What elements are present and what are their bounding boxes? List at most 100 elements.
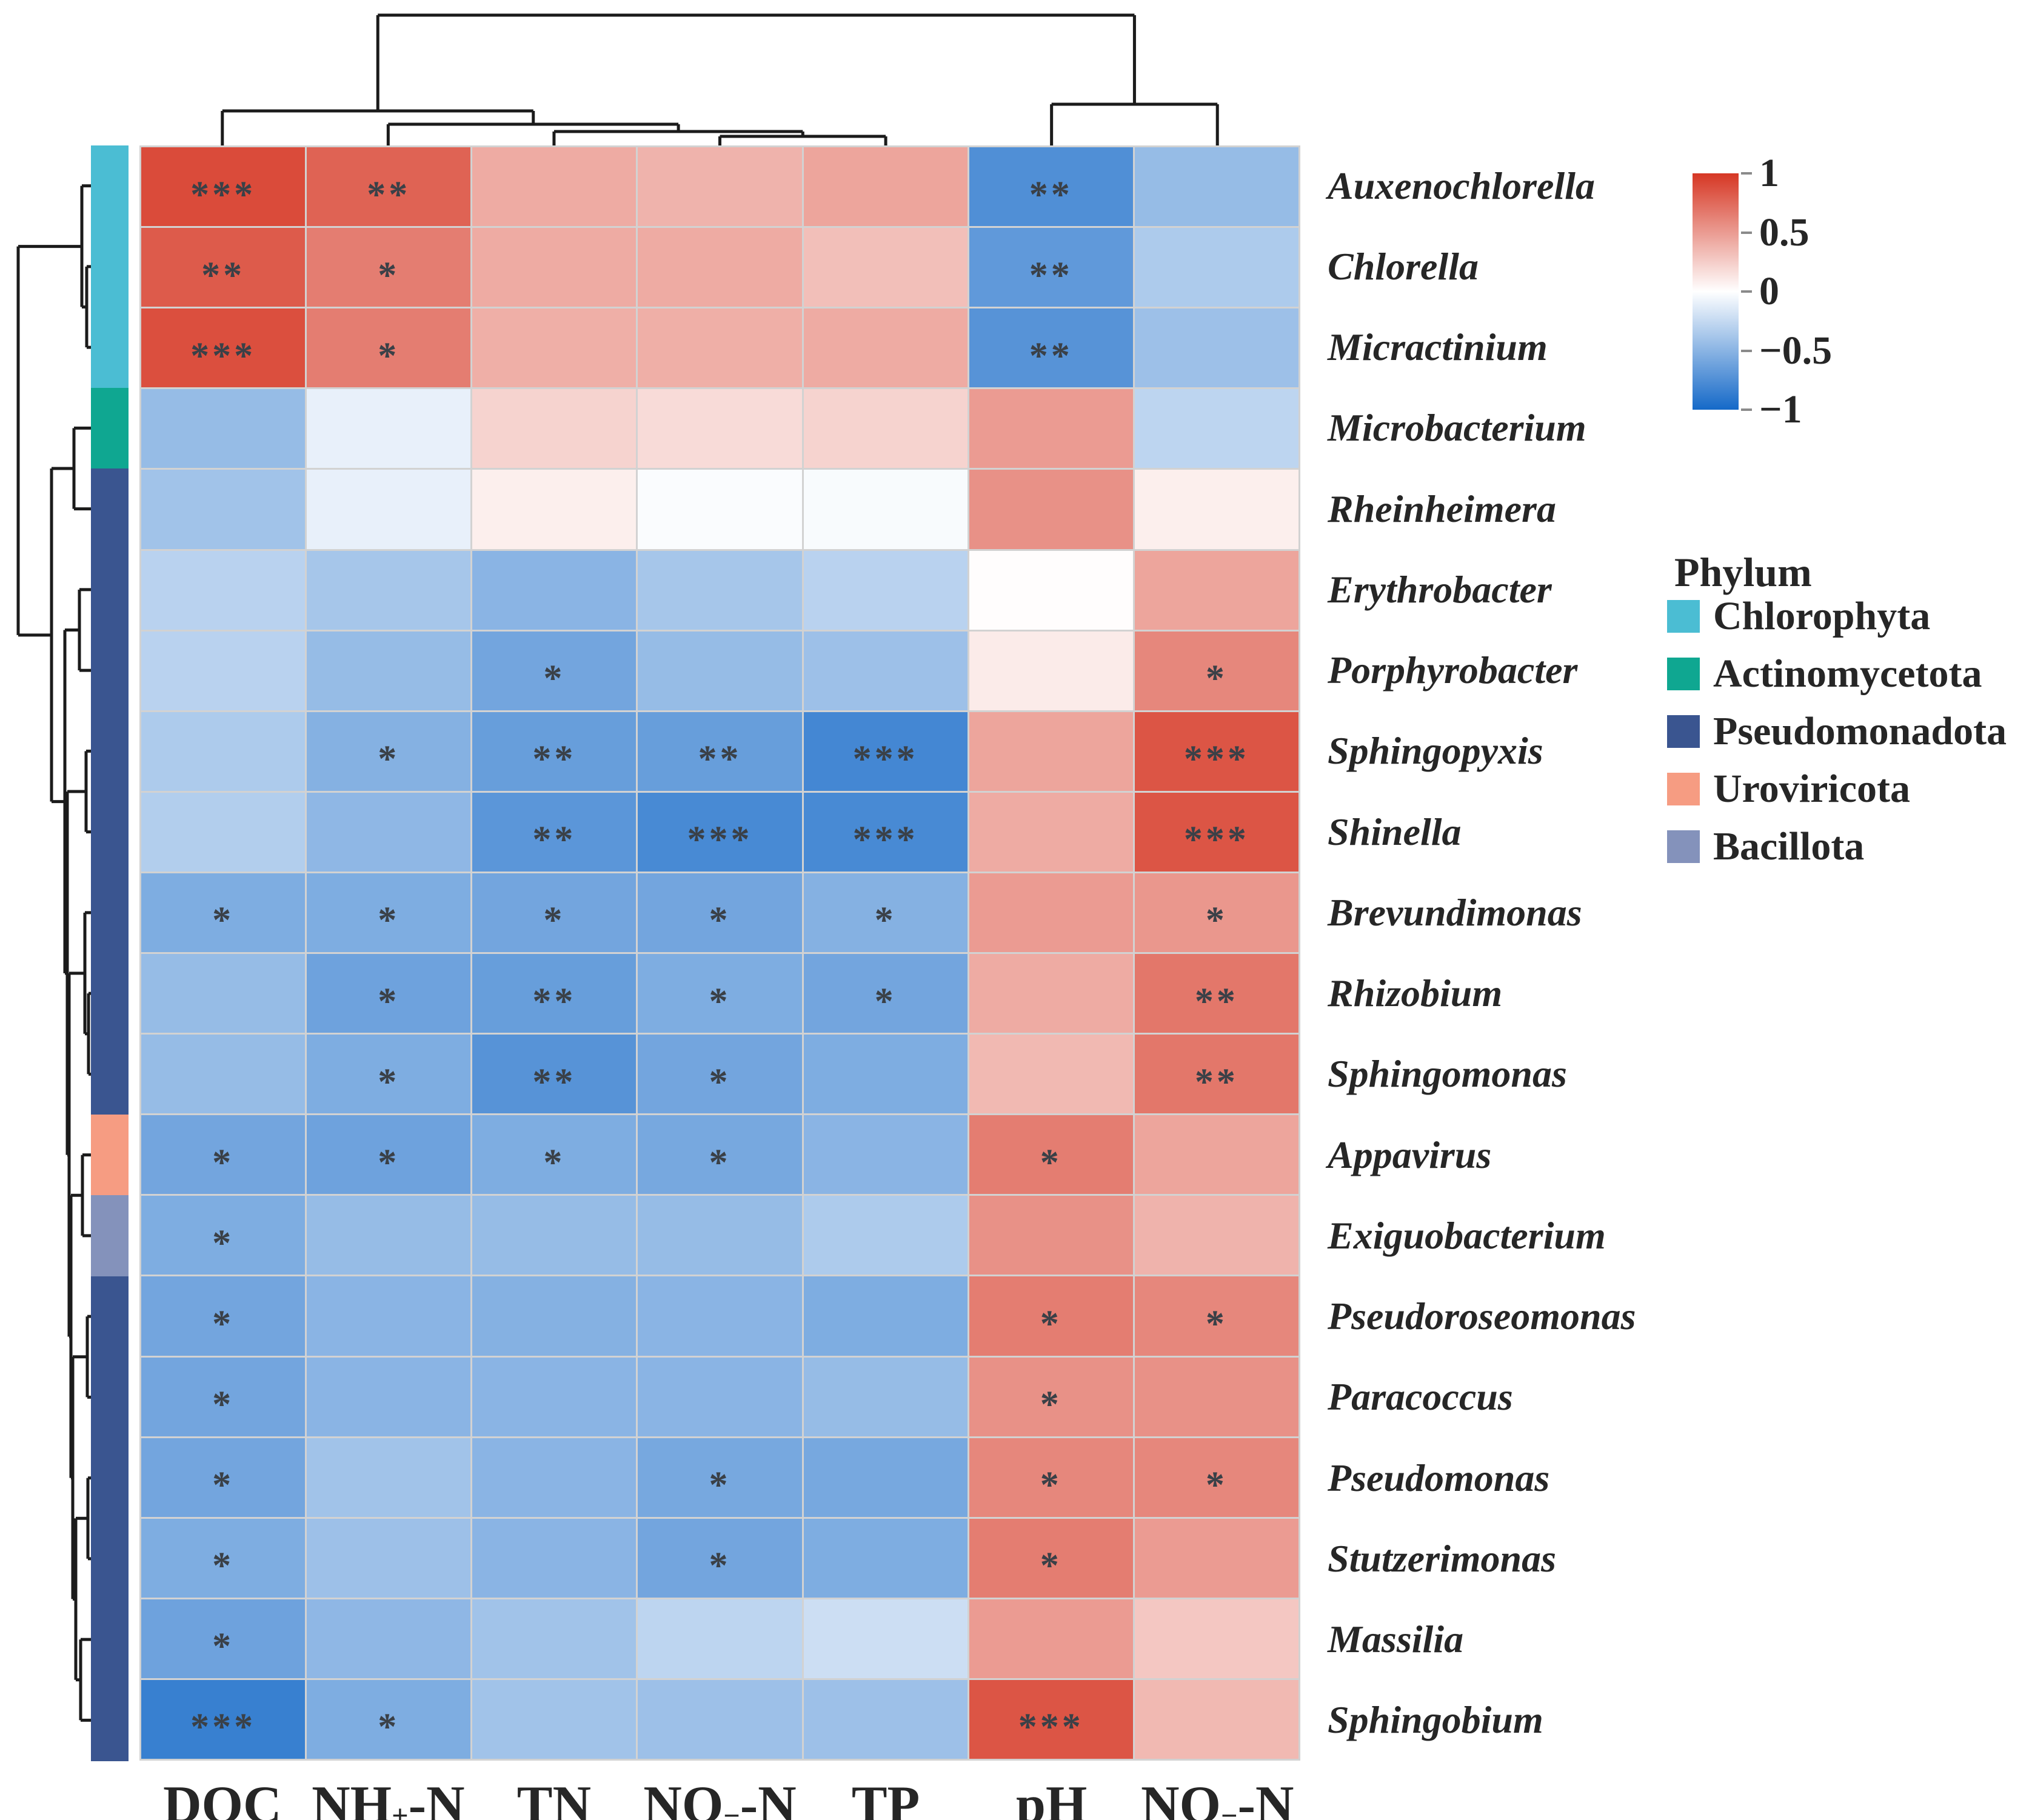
heatmap-cell [1134, 389, 1298, 468]
heatmap-cell: * [307, 1035, 471, 1114]
heatmap-cell: *** [141, 147, 306, 227]
colorbar-tick-label: 0.5 [1759, 210, 1810, 255]
heatmap-cell [1134, 1196, 1298, 1275]
significance-stars: *** [190, 1707, 256, 1748]
heatmap-cell: * [803, 954, 968, 1033]
heatmap-cell: * [307, 1115, 471, 1195]
heatmap-cell: *** [803, 792, 968, 872]
colorbar-tick-label: −1 [1759, 387, 1802, 432]
heatmap-cell [141, 550, 306, 630]
heatmap-cell [969, 873, 1133, 952]
significance-stars: * [874, 981, 897, 1022]
heatmap-cell: * [307, 308, 471, 388]
column-label: NO−2-N [1140, 1776, 1294, 1820]
heatmap-cell: ** [1134, 1035, 1298, 1114]
significance-stars: * [212, 1545, 235, 1587]
heatmap-cell [472, 1679, 637, 1759]
heatmap-cell: * [1134, 1276, 1298, 1356]
heatmap-cell: * [307, 712, 471, 791]
column-label: TN [516, 1776, 592, 1820]
heatmap-cell: *** [141, 1679, 306, 1759]
heatmap-cell: *** [1134, 792, 1298, 872]
row-label: Chlorella [1328, 244, 1479, 288]
significance-stars: * [378, 1142, 400, 1184]
heatmap-cell [472, 147, 637, 227]
significance-stars: * [543, 900, 566, 942]
row-label: Paracoccus [1328, 1375, 1513, 1419]
row-label: Porphyrobacter [1328, 648, 1578, 692]
legend-item-label: Pseudomonadota [1713, 709, 2007, 753]
phylum-strip-segment [91, 1679, 129, 1761]
heatmap-cell [1134, 1679, 1298, 1759]
heatmap-cell [141, 954, 306, 1033]
heatmap-cell [803, 308, 968, 388]
significance-stars: * [212, 900, 235, 942]
phylum-strip-segment [91, 1033, 129, 1115]
legend-swatch [1667, 658, 1700, 690]
heatmap-cell: *** [141, 308, 306, 388]
heatmap-cell [638, 1276, 802, 1356]
column-label: DOC [163, 1776, 282, 1820]
heatmap-cell [969, 631, 1133, 710]
significance-stars: *** [190, 335, 256, 377]
significance-stars: ** [532, 819, 577, 861]
row-label: Pseudomonas [1328, 1456, 1550, 1499]
significance-stars: * [378, 1061, 400, 1103]
heatmap-cell [803, 631, 968, 710]
heatmap-cell: * [638, 1518, 802, 1598]
row-label: Exiguobacterium [1328, 1213, 1606, 1257]
legend-swatch [1667, 773, 1700, 805]
heatmap-cell: ** [472, 954, 637, 1033]
significance-stars: * [378, 335, 400, 377]
heatmap-cell [472, 470, 637, 549]
heatmap-cell [472, 550, 637, 630]
row-label: Shinella [1328, 810, 1462, 853]
row-label: Stutzerimonas [1328, 1536, 1557, 1580]
colorbar-tick [1741, 349, 1752, 352]
significance-stars: ** [532, 981, 577, 1022]
phylum-strip-segment [91, 468, 129, 550]
colorbar-tick [1741, 172, 1752, 175]
heatmap-cell [638, 1196, 802, 1275]
heatmap-cell [307, 1518, 471, 1598]
heatmap-cell: * [803, 873, 968, 952]
heatmap-cell [472, 1276, 637, 1356]
heatmap-cell: * [307, 873, 471, 952]
significance-stars: * [709, 1545, 731, 1587]
heatmap-cell [638, 1599, 802, 1678]
heatmap-cell [1134, 228, 1298, 307]
heatmap-cell [472, 1599, 637, 1678]
heatmap-cell [472, 1438, 637, 1517]
significance-stars: * [212, 1303, 235, 1345]
heatmap-cell: * [141, 1196, 306, 1275]
significance-stars: * [212, 1142, 235, 1184]
legend-swatch [1667, 830, 1700, 863]
significance-stars: ** [1029, 335, 1073, 377]
significance-stars: ** [532, 1061, 577, 1103]
heatmap-cell: * [638, 1115, 802, 1195]
phylum-strip-segment [91, 1276, 129, 1358]
heatmap-cell: * [141, 1357, 306, 1436]
legend-item-label: Uroviricota [1713, 767, 1911, 811]
heatmap-cell: * [638, 954, 802, 1033]
heatmap-cell [638, 470, 802, 549]
significance-stars: * [1205, 1464, 1228, 1506]
row-label: Microbacterium [1328, 406, 1586, 450]
heatmap-cell [307, 1276, 471, 1356]
heatmap-cell [803, 1438, 968, 1517]
heatmap-cell [803, 389, 968, 468]
heatmap-cell: * [1134, 1438, 1298, 1517]
heatmap-cell [969, 792, 1133, 872]
column-label: NH+4-N [312, 1776, 465, 1820]
phylum-strip-segment [91, 1599, 129, 1681]
heatmap-cell: ** [969, 228, 1133, 307]
heatmap-cell [141, 631, 306, 710]
left-dendrogram [16, 184, 91, 1722]
heatmap-cell: *** [1134, 712, 1298, 791]
heatmap-cell [803, 1196, 968, 1275]
colorbar-tick [1741, 231, 1752, 234]
row-label: Erythrobacter [1328, 567, 1552, 611]
colorbar-tick-label: 0 [1759, 269, 1779, 313]
heatmap-cell [969, 954, 1133, 1033]
